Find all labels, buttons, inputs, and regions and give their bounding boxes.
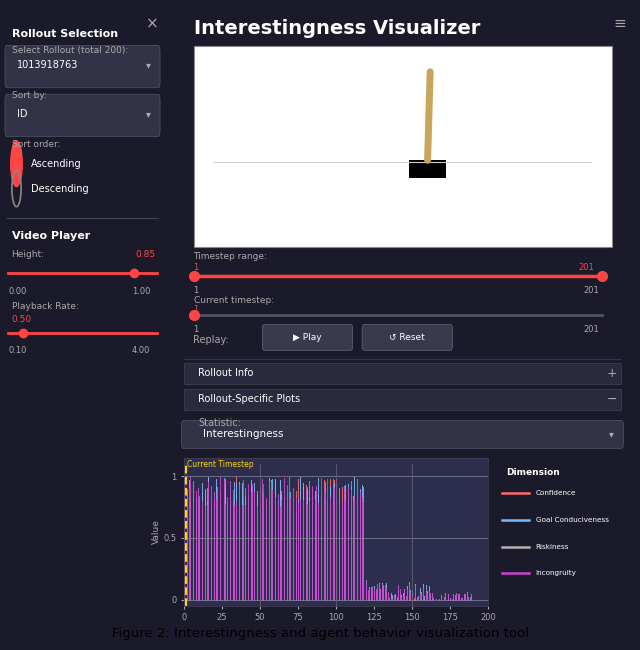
Text: Interestingness: Interestingness <box>203 429 284 439</box>
Text: 0.00: 0.00 <box>8 287 27 296</box>
Text: 1.00: 1.00 <box>132 287 150 296</box>
Text: Rollout-Specific Plots: Rollout-Specific Plots <box>198 394 300 404</box>
Text: Incongruity: Incongruity <box>536 570 577 576</box>
Text: 1: 1 <box>193 325 199 334</box>
Text: Rollout Selection: Rollout Selection <box>12 29 118 39</box>
Text: 201: 201 <box>583 286 599 295</box>
FancyBboxPatch shape <box>193 46 611 247</box>
FancyBboxPatch shape <box>184 389 621 410</box>
Text: Sort order:: Sort order: <box>12 140 60 149</box>
Circle shape <box>11 141 22 187</box>
FancyBboxPatch shape <box>182 421 623 448</box>
FancyBboxPatch shape <box>184 363 621 384</box>
Text: Timestep range:: Timestep range: <box>193 252 268 261</box>
Text: ↺ Reset: ↺ Reset <box>389 333 425 342</box>
Text: ▾: ▾ <box>146 109 151 119</box>
FancyBboxPatch shape <box>409 161 446 179</box>
Text: ▾: ▾ <box>609 429 614 439</box>
FancyBboxPatch shape <box>262 324 353 350</box>
Text: 1: 1 <box>193 306 199 315</box>
FancyBboxPatch shape <box>5 94 160 136</box>
Text: Current timestep:: Current timestep: <box>193 296 274 305</box>
Y-axis label: Value: Value <box>152 519 161 544</box>
Text: Dimension: Dimension <box>506 468 560 477</box>
Text: Select Rollout (total 200):: Select Rollout (total 200): <box>12 46 128 55</box>
Text: +: + <box>606 367 617 380</box>
Text: 201: 201 <box>583 325 599 334</box>
Text: Current Timestep: Current Timestep <box>187 460 253 469</box>
Text: Playback Rate:: Playback Rate: <box>12 302 79 311</box>
Text: Replay:: Replay: <box>193 335 229 345</box>
FancyBboxPatch shape <box>362 324 452 350</box>
Text: 0.85: 0.85 <box>135 250 156 259</box>
Text: Height:: Height: <box>12 250 45 259</box>
Text: Riskiness: Riskiness <box>536 543 569 549</box>
Text: ▶ Play: ▶ Play <box>293 333 322 342</box>
Text: 0.50: 0.50 <box>12 315 31 324</box>
Text: Rollout Info: Rollout Info <box>198 368 253 378</box>
Text: Sort by:: Sort by: <box>12 91 47 100</box>
Text: Goal Conduciveness: Goal Conduciveness <box>536 517 609 523</box>
Text: Video Player: Video Player <box>12 231 90 240</box>
Text: Statistic:: Statistic: <box>198 418 241 428</box>
Text: ▾: ▾ <box>146 60 151 70</box>
Text: 1013918763: 1013918763 <box>17 60 78 70</box>
Text: 1: 1 <box>193 263 199 272</box>
Text: −: − <box>606 393 617 406</box>
Text: Ascending: Ascending <box>31 159 82 169</box>
Text: ×: × <box>145 16 158 31</box>
Text: 0.10: 0.10 <box>8 346 27 355</box>
Text: ID: ID <box>17 109 27 119</box>
Text: 201: 201 <box>579 263 594 272</box>
Text: Figure 2: Interestingness and agent behavior visualization tool: Figure 2: Interestingness and agent beha… <box>111 627 529 640</box>
Text: 4.00: 4.00 <box>132 346 150 355</box>
Text: ≡: ≡ <box>613 16 626 31</box>
Text: Confidence: Confidence <box>536 490 576 496</box>
Text: Interestingness Visualizer: Interestingness Visualizer <box>193 20 480 38</box>
Text: Descending: Descending <box>31 183 89 194</box>
Text: 1: 1 <box>193 286 199 295</box>
FancyBboxPatch shape <box>5 46 160 88</box>
